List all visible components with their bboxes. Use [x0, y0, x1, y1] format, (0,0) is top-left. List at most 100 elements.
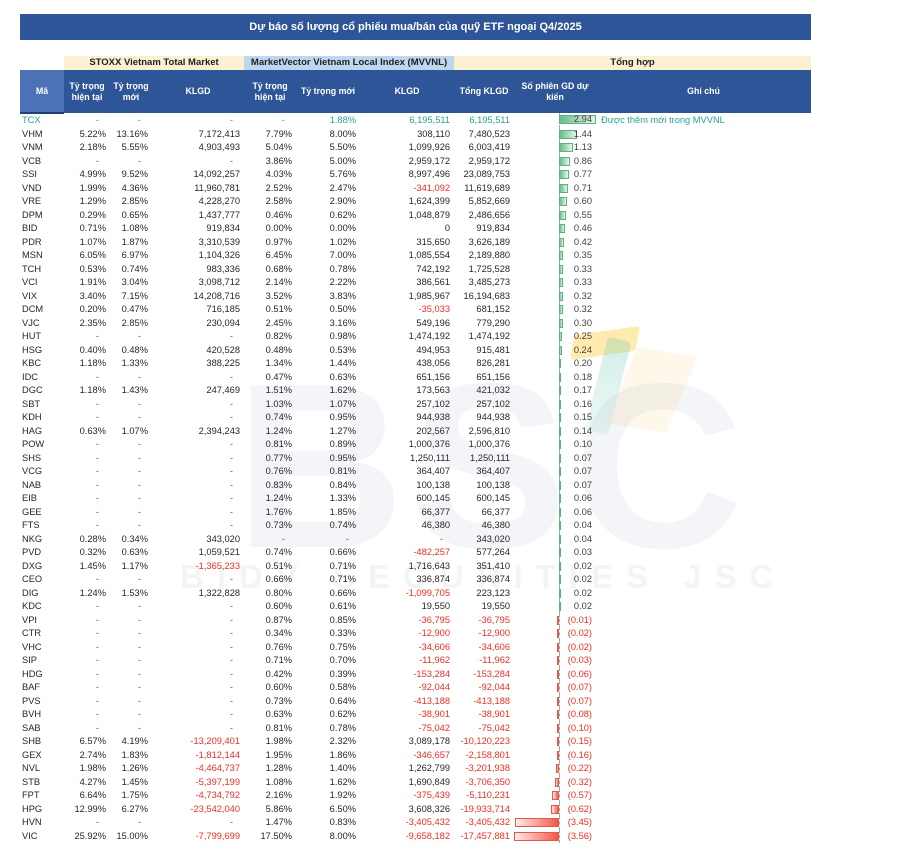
- stoxx-current-weight-cell[interactable]: -: [95, 614, 99, 625]
- note-cell[interactable]: [596, 614, 811, 628]
- mvvnl-volume-cell[interactable]: 1,262,799: [408, 763, 451, 773]
- ticker-cell[interactable]: DGC: [22, 385, 43, 395]
- ticker-cell[interactable]: PVS: [22, 695, 41, 706]
- note-cell[interactable]: [596, 411, 811, 425]
- total-volume-cell[interactable]: -17,457,881: [460, 830, 511, 841]
- total-volume-cell[interactable]: 336,874: [476, 574, 511, 584]
- ticker-cell[interactable]: CEO: [22, 574, 43, 584]
- ticker-cell[interactable]: VCI: [22, 277, 38, 287]
- stoxx-current-weight-cell[interactable]: 6.57%: [79, 736, 106, 746]
- mvvnl-new-weight-cell[interactable]: 1.85%: [329, 506, 357, 517]
- total-volume-cell[interactable]: 944,938: [476, 412, 511, 422]
- ticker-cell[interactable]: HUT: [22, 331, 42, 341]
- stoxx-current-weight-cell[interactable]: -: [95, 452, 99, 463]
- total-volume-cell[interactable]: 651,156: [476, 371, 511, 382]
- sessions-bar-cell[interactable]: (0.22): [514, 762, 596, 776]
- total-volume-cell[interactable]: 6,003,419: [468, 142, 511, 152]
- stoxx-current-weight-cell[interactable]: -: [95, 722, 99, 733]
- stoxx-current-weight-cell[interactable]: 0.20%: [79, 304, 106, 314]
- stoxx-new-weight-cell[interactable]: 2.85%: [121, 317, 148, 328]
- mvvnl-new-weight-cell[interactable]: 0.62%: [329, 709, 357, 719]
- note-cell[interactable]: [596, 317, 811, 331]
- ticker-cell[interactable]: KBC: [22, 358, 42, 368]
- note-cell[interactable]: Được thêm mới trong MVVNL: [601, 114, 725, 125]
- mvvnl-current-weight-cell[interactable]: 0.48%: [265, 344, 293, 355]
- ticker-cell[interactable]: SBT: [22, 398, 41, 409]
- mvvnl-current-weight-cell[interactable]: 0.66%: [265, 574, 293, 584]
- stoxx-new-weight-cell[interactable]: 1.26%: [121, 763, 148, 773]
- total-volume-cell[interactable]: 3,485,273: [468, 277, 511, 287]
- sessions-bar-cell[interactable]: 0.86: [514, 154, 596, 168]
- stoxx-volume-cell[interactable]: -: [229, 398, 234, 409]
- mvvnl-new-weight-cell[interactable]: 0.50%: [329, 304, 357, 314]
- mvvnl-current-weight-cell[interactable]: 0.71%: [265, 655, 293, 665]
- mvvnl-current-weight-cell[interactable]: 0.00%: [265, 223, 293, 233]
- mvvnl-current-weight-cell[interactable]: 0.97%: [265, 236, 293, 247]
- mvvnl-volume-cell[interactable]: -38,901: [418, 709, 451, 719]
- ticker-cell[interactable]: SIP: [22, 655, 37, 665]
- ticker-cell[interactable]: VHM: [22, 128, 43, 139]
- mvvnl-new-weight-cell[interactable]: 0.58%: [329, 682, 357, 692]
- total-volume-cell[interactable]: 2,189,880: [468, 250, 511, 260]
- total-volume-cell[interactable]: 257,102: [476, 398, 511, 409]
- mvvnl-volume-cell[interactable]: -: [439, 533, 444, 544]
- stoxx-current-weight-cell[interactable]: -: [95, 155, 99, 166]
- total-volume-cell[interactable]: -2,158,801: [465, 749, 511, 760]
- mvvnl-current-weight-cell[interactable]: 7.79%: [265, 128, 293, 139]
- stoxx-volume-cell[interactable]: -: [229, 155, 234, 166]
- mvvnl-current-weight-cell[interactable]: 1.24%: [265, 425, 293, 436]
- sessions-bar-cell[interactable]: 0.14: [514, 424, 596, 438]
- ticker-cell[interactable]: VIC: [22, 830, 38, 841]
- mvvnl-current-weight-cell[interactable]: 0.76%: [265, 641, 293, 652]
- sessions-bar-cell[interactable]: 1.13: [514, 141, 596, 155]
- ticker-cell[interactable]: DIG: [22, 587, 39, 598]
- ticker-cell[interactable]: HPG: [22, 803, 43, 814]
- stoxx-new-weight-cell[interactable]: 9.52%: [121, 169, 148, 179]
- mvvnl-volume-cell[interactable]: 0: [444, 223, 451, 233]
- stoxx-current-weight-cell[interactable]: 2.18%: [79, 142, 106, 152]
- mvvnl-volume-cell[interactable]: 1,624,399: [408, 196, 451, 206]
- mvvnl-new-weight-cell[interactable]: 0.98%: [329, 331, 357, 341]
- ticker-cell[interactable]: VPI: [22, 614, 37, 625]
- ticker-cell[interactable]: POW: [22, 439, 45, 449]
- mvvnl-volume-cell[interactable]: -482,257: [413, 547, 451, 557]
- ticker-cell[interactable]: VCB: [22, 155, 42, 166]
- sessions-bar-cell[interactable]: 0.04: [514, 532, 596, 546]
- sessions-bar-cell[interactable]: 0.16: [514, 397, 596, 411]
- note-cell[interactable]: [596, 641, 811, 655]
- stoxx-volume-cell[interactable]: -: [229, 682, 234, 692]
- mvvnl-volume-cell[interactable]: 19,550: [421, 601, 451, 611]
- sessions-bar-cell[interactable]: (0.03): [514, 654, 596, 668]
- stoxx-volume-cell[interactable]: -: [229, 709, 234, 719]
- stoxx-current-weight-cell[interactable]: 2.35%: [79, 317, 106, 328]
- stoxx-new-weight-cell[interactable]: 13.16%: [116, 128, 148, 139]
- note-cell[interactable]: [596, 182, 811, 196]
- mvvnl-new-weight-cell[interactable]: 0.95%: [329, 412, 357, 422]
- mvvnl-new-weight-cell[interactable]: 0.74%: [329, 520, 357, 530]
- mvvnl-new-weight-cell[interactable]: 1.44%: [329, 358, 357, 368]
- stoxx-volume-cell[interactable]: -: [229, 614, 234, 625]
- stoxx-volume-cell[interactable]: -13,209,401: [190, 736, 241, 746]
- note-cell[interactable]: [596, 452, 811, 466]
- note-cell[interactable]: [596, 303, 811, 317]
- mvvnl-new-weight-cell[interactable]: 0.66%: [329, 547, 357, 557]
- stoxx-volume-cell[interactable]: 14,208,716: [193, 290, 241, 301]
- total-volume-cell[interactable]: 364,407: [476, 466, 511, 476]
- note-cell[interactable]: [596, 330, 811, 344]
- note-cell[interactable]: [596, 398, 811, 412]
- mvvnl-volume-cell[interactable]: 8,997,496: [408, 169, 451, 179]
- stoxx-new-weight-cell[interactable]: -: [137, 114, 141, 125]
- note-cell[interactable]: [596, 222, 811, 236]
- note-cell[interactable]: [596, 290, 811, 304]
- mvvnl-volume-cell[interactable]: -1,099,705: [405, 587, 451, 598]
- mvvnl-volume-cell[interactable]: 651,156: [416, 371, 451, 382]
- ticker-cell[interactable]: IDC: [22, 371, 39, 382]
- mvvnl-current-weight-cell[interactable]: 0.87%: [265, 614, 293, 625]
- sessions-bar-cell[interactable]: 0.32: [514, 303, 596, 317]
- ticker-cell[interactable]: VRE: [22, 196, 42, 206]
- stoxx-volume-cell[interactable]: 1,059,521: [198, 547, 241, 557]
- mvvnl-current-weight-cell[interactable]: 0.83%: [265, 479, 293, 490]
- mvvnl-volume-cell[interactable]: 1,099,926: [408, 142, 451, 152]
- ticker-cell[interactable]: DCM: [22, 304, 44, 314]
- note-cell[interactable]: [596, 128, 811, 142]
